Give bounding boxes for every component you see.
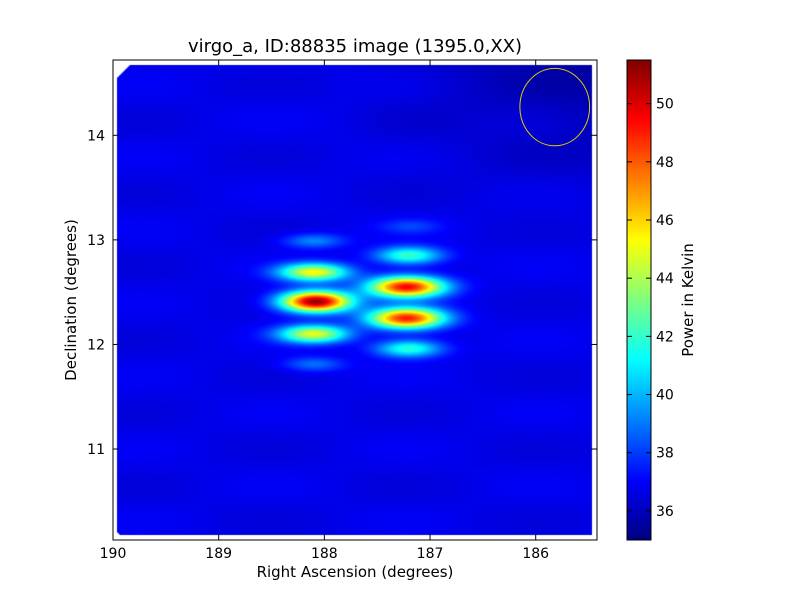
x-tick-label: 189 [205,546,232,562]
x-axis: 190 189 188 187 186 [100,60,549,562]
y-axis: 11 12 13 14 [87,128,597,458]
colorbar-label: Power in Kelvin [679,243,697,357]
plot-area [113,60,597,540]
beam-circle [519,67,591,147]
y-tick-label: 14 [87,128,105,144]
chart-title: virgo_a, ID:88835 image (1395.0,XX) [188,36,522,57]
x-tick-label: 188 [311,546,338,562]
x-tick-label: 190 [100,546,127,562]
y-tick-label: 11 [87,442,105,458]
colorbar-tick-label: 40 [656,388,674,404]
heatmap-image [113,60,597,540]
plot-frame [112,59,598,541]
colorbar: 36 38 40 42 44 46 48 50 Power in Kelvin [626,59,697,541]
colorbar-tick-label: 38 [656,446,674,462]
colorbar-ticks: 36 38 40 42 44 46 48 50 [627,97,674,520]
colorbar-tick-label: 50 [656,97,674,113]
y-axis-label: Declination (degrees) [62,219,80,381]
colorbar-tick-label: 48 [656,155,674,171]
colorbar-gradient [626,59,652,541]
y-tick-label: 13 [87,233,105,249]
colorbar-tick-label: 42 [656,329,674,345]
colorbar-tick-label: 44 [656,271,674,287]
y-tick-label: 12 [87,337,105,353]
x-tick-label: 186 [522,546,549,562]
colorbar-tick-label: 36 [656,504,674,520]
x-axis-label: Right Ascension (degrees) [257,563,454,581]
colorbar-tick-label: 46 [656,213,674,229]
x-tick-label: 187 [417,546,444,562]
